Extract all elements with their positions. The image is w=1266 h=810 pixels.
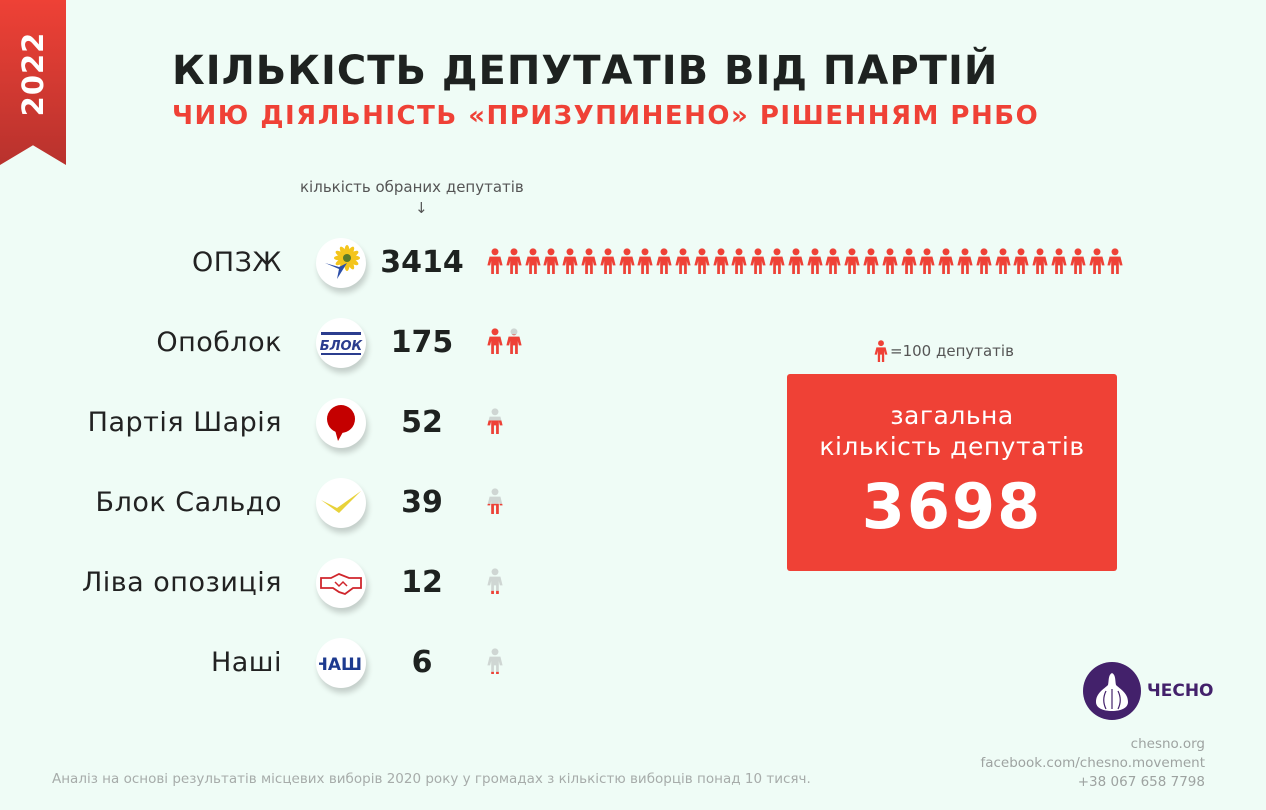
sharii-logo-icon <box>316 398 366 448</box>
chart-row: Наші НАШІ 6 <box>0 633 1266 693</box>
person-icon <box>694 248 710 274</box>
person-icon <box>487 328 503 354</box>
year-ribbon: 2022 <box>0 0 66 165</box>
party-name: Опоблок <box>156 327 282 358</box>
chart-row: Блок Сальдо 39 <box>0 473 1266 533</box>
person-icon <box>919 248 935 274</box>
person-icon <box>487 408 503 434</box>
party-value-label: 3414 <box>380 245 464 280</box>
phone-number: +38 067 658 7798 <box>1077 774 1205 790</box>
svg-text:НАШІ: НАШІ <box>319 655 363 675</box>
total-label-line1: загальна <box>890 401 1014 430</box>
column-header: кількість обраних депутатів <box>300 178 524 196</box>
person-icon <box>731 248 747 274</box>
person-icon <box>976 248 992 274</box>
total-box: загальна кількість депутатів 3698 <box>787 374 1117 571</box>
person-icon <box>1107 248 1123 274</box>
saldo-logo-icon <box>316 478 366 528</box>
person-icon <box>712 248 729 274</box>
chart-row: Ліва опозиція 12 <box>0 553 1266 613</box>
person-icon <box>487 488 503 514</box>
person-icon <box>1032 248 1048 274</box>
nashi-logo-icon: НАШІ <box>316 638 366 688</box>
legend: =100 депутатів <box>874 340 1014 362</box>
people-bar <box>487 248 1126 280</box>
party-name: Ліва опозиція <box>81 567 282 598</box>
total-label: загальна кількість депутатів <box>787 400 1117 462</box>
people-bar <box>487 648 506 680</box>
person-icon <box>656 248 672 274</box>
total-value: 3698 <box>861 470 1043 543</box>
person-icon <box>750 248 766 274</box>
brand-name: ЧЕСНО <box>1147 681 1214 701</box>
person-icon <box>562 248 578 274</box>
facebook-link[interactable]: facebook.com/chesno.movement <box>980 755 1205 771</box>
page-subtitle: ЧИЮ ДІЯЛЬНІСТЬ «ПРИЗУПИНЕНО» РІШЕННЯМ РН… <box>172 101 1040 131</box>
person-icon <box>900 248 917 274</box>
person-icon <box>487 568 503 594</box>
person-icon <box>994 248 1011 274</box>
brand-logo: ЧЕСНО <box>1083 662 1214 720</box>
person-icon <box>487 648 503 674</box>
party-name: Партія Шарія <box>87 407 282 438</box>
person-icon <box>600 248 616 274</box>
year-label: 2022 <box>16 31 50 117</box>
person-icon <box>506 248 522 274</box>
person-icon <box>675 248 691 274</box>
person-icon <box>844 248 860 274</box>
total-label-line2: кількість депутатів <box>819 432 1085 461</box>
person-icon <box>938 248 954 274</box>
liva-opozytsiia-logo-icon <box>316 558 366 608</box>
chart-row: Опоблок БЛОК 175 <box>0 313 1266 373</box>
opzzh-logo-icon <box>316 238 366 288</box>
person-icon <box>788 248 804 274</box>
person-icon <box>806 248 823 274</box>
party-value-label: 12 <box>401 565 443 600</box>
person-icon <box>825 248 841 274</box>
person-icon <box>506 328 522 354</box>
person-icon <box>882 248 898 274</box>
person-icon <box>1070 248 1086 274</box>
person-icon <box>543 248 559 274</box>
chart-row: Партія Шарія 52 <box>0 393 1266 453</box>
person-icon <box>957 248 973 274</box>
person-icon <box>874 340 888 362</box>
person-icon <box>581 248 597 274</box>
person-icon <box>618 248 635 274</box>
contacts: chesno.org facebook.com/chesno.movement … <box>980 735 1205 792</box>
person-icon <box>525 248 541 274</box>
opoblok-logo-icon: БЛОК <box>316 318 366 368</box>
arrow-down-icon: ↓ <box>415 199 428 217</box>
person-icon <box>863 248 879 274</box>
person-icon <box>1051 248 1067 274</box>
person-icon <box>487 248 503 274</box>
legend-text: =100 депутатів <box>890 342 1014 360</box>
chart-row: ОПЗЖ 3414 <box>0 233 1266 293</box>
people-bar <box>487 328 525 360</box>
people-bar <box>487 568 506 600</box>
person-icon <box>637 248 653 274</box>
garlic-icon <box>1083 662 1141 720</box>
people-bar <box>487 488 506 520</box>
person-icon <box>1013 248 1029 274</box>
page-title: КІЛЬКІСТЬ ДЕПУТАТІВ ВІД ПАРТІЙ <box>172 48 999 94</box>
party-name: Блок Сальдо <box>95 487 282 518</box>
party-value-label: 52 <box>401 405 443 440</box>
person-icon <box>1088 248 1105 274</box>
party-value-label: 39 <box>401 485 443 520</box>
footnote: Аналіз на основі результатів місцевих ви… <box>52 771 811 787</box>
party-value-label: 175 <box>390 325 454 360</box>
party-value-label: 6 <box>411 645 433 680</box>
party-name: ОПЗЖ <box>192 247 282 278</box>
person-icon <box>769 248 785 274</box>
people-bar <box>487 408 506 440</box>
website-link[interactable]: chesno.org <box>1130 736 1205 752</box>
svg-text:БЛОК: БЛОК <box>320 339 363 354</box>
party-name: Наші <box>210 647 282 678</box>
